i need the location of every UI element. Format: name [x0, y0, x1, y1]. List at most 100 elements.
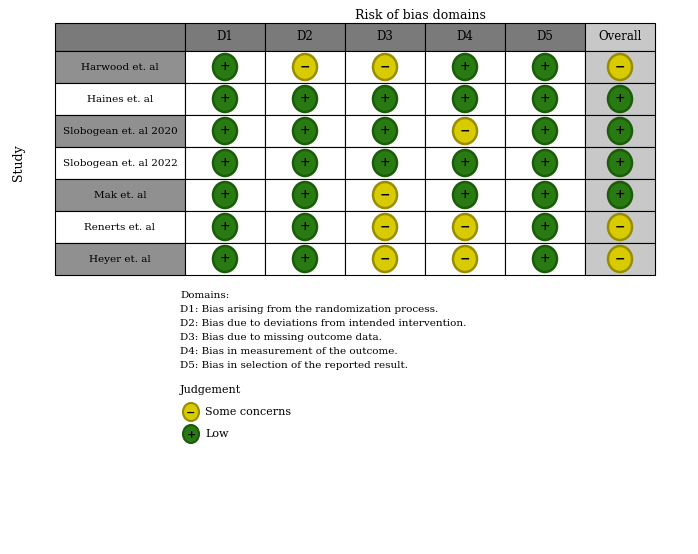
Text: +: +: [299, 156, 311, 170]
Ellipse shape: [608, 54, 632, 80]
Text: +: +: [220, 253, 230, 265]
Text: −: −: [460, 253, 470, 265]
Text: D1: D1: [216, 30, 233, 44]
Bar: [345, 147, 425, 179]
Text: +: +: [540, 188, 550, 202]
Text: Slobogean et. al 2020: Slobogean et. al 2020: [63, 126, 177, 136]
Text: Some concerns: Some concerns: [205, 407, 291, 417]
Bar: [345, 115, 425, 147]
Ellipse shape: [533, 150, 557, 176]
Bar: [505, 51, 585, 83]
Bar: [345, 51, 425, 83]
Text: Heyer et. al: Heyer et. al: [89, 254, 151, 264]
Bar: [425, 211, 505, 243]
Text: +: +: [540, 93, 550, 105]
Text: +: +: [540, 156, 550, 170]
Text: −: −: [380, 188, 390, 202]
Bar: [265, 179, 345, 211]
Text: −: −: [460, 220, 470, 233]
Ellipse shape: [533, 246, 557, 272]
Text: +: +: [299, 93, 311, 105]
Ellipse shape: [213, 150, 237, 176]
Text: +: +: [460, 156, 470, 170]
Text: D4: Bias in measurement of the outcome.: D4: Bias in measurement of the outcome.: [180, 347, 398, 356]
Ellipse shape: [533, 86, 557, 112]
Ellipse shape: [183, 403, 199, 421]
Ellipse shape: [373, 118, 397, 144]
Bar: [345, 23, 425, 51]
Ellipse shape: [608, 118, 632, 144]
Text: +: +: [299, 125, 311, 137]
Ellipse shape: [213, 118, 237, 144]
Bar: [585, 83, 655, 115]
Text: +: +: [540, 253, 550, 265]
Text: −: −: [615, 253, 625, 265]
Ellipse shape: [373, 246, 397, 272]
Text: +: +: [615, 156, 625, 170]
Text: +: +: [299, 188, 311, 202]
Bar: [585, 243, 655, 275]
Ellipse shape: [453, 54, 477, 80]
Bar: [425, 243, 505, 275]
Text: Renerts et. al: Renerts et. al: [84, 223, 156, 232]
Text: +: +: [220, 188, 230, 202]
Ellipse shape: [373, 214, 397, 240]
Bar: [425, 147, 505, 179]
Bar: [265, 51, 345, 83]
Ellipse shape: [373, 86, 397, 112]
Ellipse shape: [293, 214, 317, 240]
Ellipse shape: [533, 118, 557, 144]
Text: −: −: [299, 60, 310, 74]
Text: Mak et. al: Mak et. al: [94, 191, 147, 199]
Bar: [55, 211, 185, 243]
Text: Study: Study: [11, 145, 24, 181]
Bar: [425, 23, 505, 51]
Text: −: −: [380, 60, 390, 74]
Ellipse shape: [373, 150, 397, 176]
Bar: [185, 23, 265, 51]
Ellipse shape: [293, 118, 317, 144]
Text: −: −: [380, 220, 390, 233]
Ellipse shape: [533, 182, 557, 208]
Bar: [585, 51, 655, 83]
Text: +: +: [540, 60, 550, 74]
Ellipse shape: [213, 214, 237, 240]
Text: +: +: [460, 93, 470, 105]
Bar: [55, 243, 185, 275]
Ellipse shape: [213, 86, 237, 112]
Bar: [425, 179, 505, 211]
Text: +: +: [380, 125, 390, 137]
Text: −: −: [380, 253, 390, 265]
Bar: [265, 115, 345, 147]
Text: Haines et. al: Haines et. al: [87, 95, 153, 104]
Ellipse shape: [293, 150, 317, 176]
Text: +: +: [186, 428, 195, 439]
Bar: [585, 115, 655, 147]
Text: +: +: [299, 220, 311, 233]
Bar: [55, 83, 185, 115]
Text: +: +: [540, 220, 550, 233]
Ellipse shape: [608, 150, 632, 176]
Bar: [505, 211, 585, 243]
Bar: [185, 211, 265, 243]
Text: +: +: [220, 220, 230, 233]
Bar: [505, 179, 585, 211]
Bar: [345, 179, 425, 211]
Bar: [585, 211, 655, 243]
Text: D3: D3: [376, 30, 394, 44]
Text: D4: D4: [456, 30, 473, 44]
Text: +: +: [615, 125, 625, 137]
Text: Domains:: Domains:: [180, 291, 229, 300]
Bar: [265, 147, 345, 179]
Text: D3: Bias due to missing outcome data.: D3: Bias due to missing outcome data.: [180, 333, 382, 342]
Ellipse shape: [608, 214, 632, 240]
Ellipse shape: [608, 86, 632, 112]
Bar: [265, 23, 345, 51]
Text: Slobogean et. al 2022: Slobogean et. al 2022: [63, 158, 177, 167]
Text: +: +: [615, 93, 625, 105]
Bar: [265, 211, 345, 243]
Bar: [185, 243, 265, 275]
Bar: [345, 243, 425, 275]
Ellipse shape: [608, 182, 632, 208]
Bar: [505, 147, 585, 179]
